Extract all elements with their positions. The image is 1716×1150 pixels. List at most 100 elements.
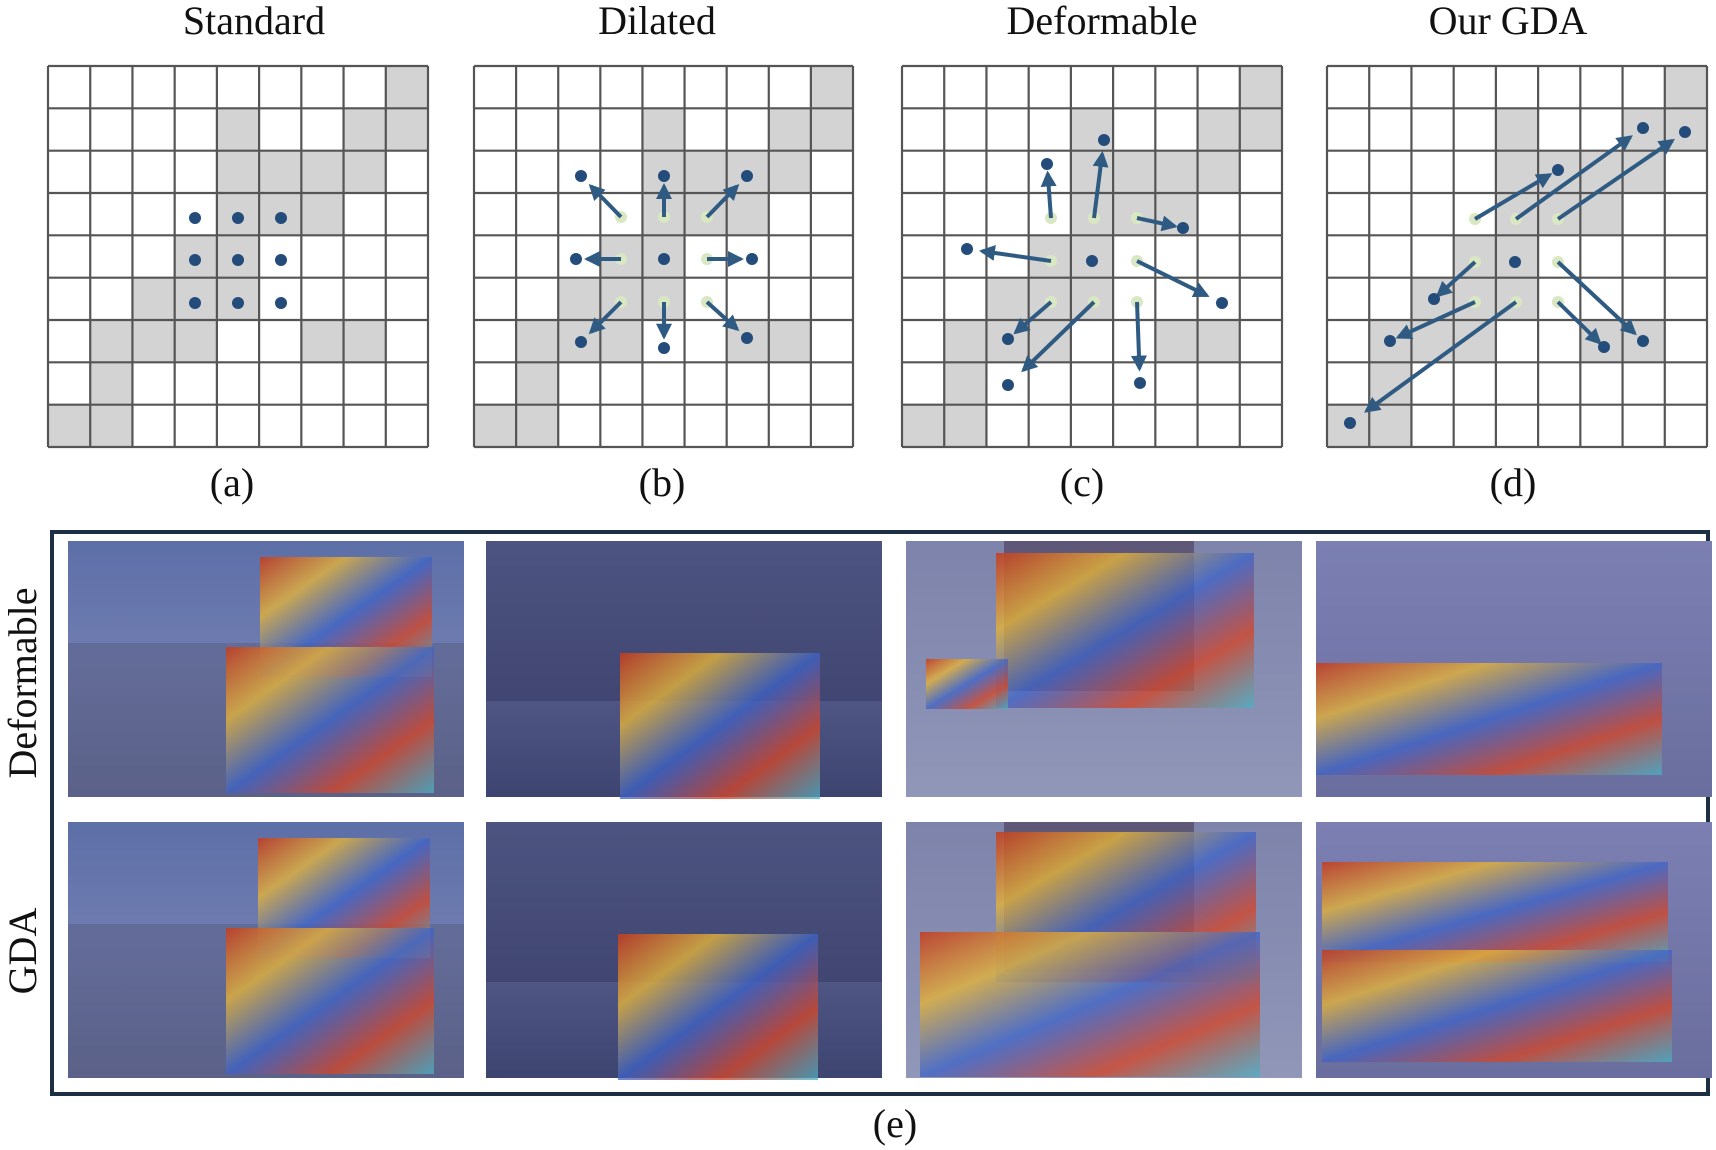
grid-cell-filled xyxy=(944,362,987,405)
grid-cell-filled xyxy=(90,404,133,447)
grid-cell-filled xyxy=(301,150,344,193)
sampling-point xyxy=(275,297,287,309)
offset-arrow xyxy=(705,183,740,219)
attention-heatmap xyxy=(1316,663,1662,775)
sampling-point xyxy=(232,297,244,309)
offset-arrow xyxy=(1040,170,1057,219)
panel-label-b: (b) xyxy=(639,460,686,505)
sampling-point xyxy=(1679,126,1691,138)
offset-arrow xyxy=(1092,150,1109,219)
panel-title-deformable: Deformable xyxy=(1006,0,1197,43)
offset-arrow xyxy=(1136,215,1178,232)
grid-cell-filled xyxy=(1239,108,1282,151)
sampling-point xyxy=(232,212,244,224)
heatmap-deformable-horse xyxy=(68,541,464,797)
offset-arrow xyxy=(1514,135,1633,221)
sampling-point xyxy=(189,254,201,266)
grid-cell-filled xyxy=(132,277,175,320)
grid-standard xyxy=(46,64,430,449)
sampling-point xyxy=(1098,134,1110,146)
attention-heatmap xyxy=(926,659,1008,709)
grid-cell-filled xyxy=(944,404,987,447)
offset-arrow xyxy=(978,245,1052,263)
grid-cell-filled xyxy=(1197,150,1240,193)
heatmap-deformable-toothpaste xyxy=(1316,541,1712,797)
grid-cell-filled xyxy=(1369,404,1412,447)
grid-cell-filled xyxy=(90,362,133,405)
sampling-point xyxy=(189,212,201,224)
attention-heatmap xyxy=(1322,950,1672,1062)
heatmap-gda-horse xyxy=(68,822,464,1078)
heatmap-thumbnails xyxy=(68,541,1712,1080)
grid-cell-filled xyxy=(810,108,853,151)
heatmap-gda-train xyxy=(486,822,882,1080)
sampling-point xyxy=(1384,335,1396,347)
sampling-point xyxy=(575,336,587,348)
grid-cell-filled xyxy=(558,277,601,320)
sampling-point xyxy=(1344,417,1356,429)
sampling-point xyxy=(1509,256,1521,268)
panel-title-gda: Our GDA xyxy=(1429,0,1588,43)
grid-cell-filled xyxy=(902,404,945,447)
heatmap-deformable-cake xyxy=(906,541,1302,797)
grid-cell-filled xyxy=(768,108,811,151)
sampling-point xyxy=(1134,377,1146,389)
sampling-point xyxy=(232,254,244,266)
grid-cell-filled xyxy=(768,320,811,363)
grid-cell-filled xyxy=(216,150,260,193)
attention-heatmap xyxy=(618,934,818,1080)
sampling-point xyxy=(1637,122,1649,134)
heatmap-frame xyxy=(50,530,1710,1096)
grid-cell-filled xyxy=(301,193,344,236)
attention-heatmap xyxy=(226,928,434,1074)
attention-heatmap xyxy=(620,653,820,799)
sampling-point xyxy=(1216,297,1228,309)
grid-cell-filled xyxy=(1239,66,1282,109)
heatmap-gda-cake xyxy=(906,822,1302,1078)
offset-arrow xyxy=(1556,300,1602,345)
panel-label-d: (d) xyxy=(1490,460,1537,505)
grid-gda xyxy=(1325,64,1709,449)
offset-arrow xyxy=(1130,301,1147,372)
grid-cell-filled xyxy=(1197,320,1240,363)
offset-arrow xyxy=(1473,173,1553,221)
attention-heatmap xyxy=(226,647,434,793)
grid-cell-filled xyxy=(216,108,260,151)
grid-cell-filled xyxy=(474,404,517,447)
grid-cell-filled xyxy=(259,150,302,193)
grid-cell-filled xyxy=(174,320,217,363)
grid-cell-filled xyxy=(684,150,727,193)
offset-arrow xyxy=(1395,300,1476,340)
grid-cell-filled xyxy=(516,404,559,447)
sampling-point xyxy=(1637,335,1649,347)
sampling-point xyxy=(1428,293,1440,305)
sampling-point xyxy=(1552,164,1564,176)
grid-cell-filled xyxy=(1197,108,1240,151)
grid-cell-filled xyxy=(1580,320,1623,363)
grid-cell-filled xyxy=(1155,193,1198,236)
row-label-gda: GDA xyxy=(0,908,45,995)
row-label-deformable: Deformable xyxy=(0,587,45,778)
offset-arrow xyxy=(705,300,740,332)
grid-cell-filled xyxy=(343,320,386,363)
grid-cell-filled xyxy=(642,108,685,151)
grid-cell-filled xyxy=(343,108,386,151)
grid-cell-filled xyxy=(516,320,559,363)
grid-cell-filled xyxy=(48,404,91,447)
grid-cell-filled xyxy=(1113,150,1156,193)
sampling-point xyxy=(658,342,670,354)
sampling-point xyxy=(741,170,753,182)
grid-cell-filled xyxy=(1070,150,1114,193)
grid-cell-filled xyxy=(810,66,853,109)
grid-cell-filled xyxy=(343,150,386,193)
heatmap-gda-toothpaste xyxy=(1316,822,1712,1078)
grid-cell-filled xyxy=(1495,108,1539,151)
sampling-point xyxy=(1002,333,1014,345)
sampling-point xyxy=(189,297,201,309)
panel-label-e: (e) xyxy=(873,1101,917,1146)
grid-deformable xyxy=(900,64,1284,449)
sampling-point xyxy=(961,243,973,255)
sampling-point xyxy=(575,170,587,182)
sampling-point xyxy=(658,253,670,265)
